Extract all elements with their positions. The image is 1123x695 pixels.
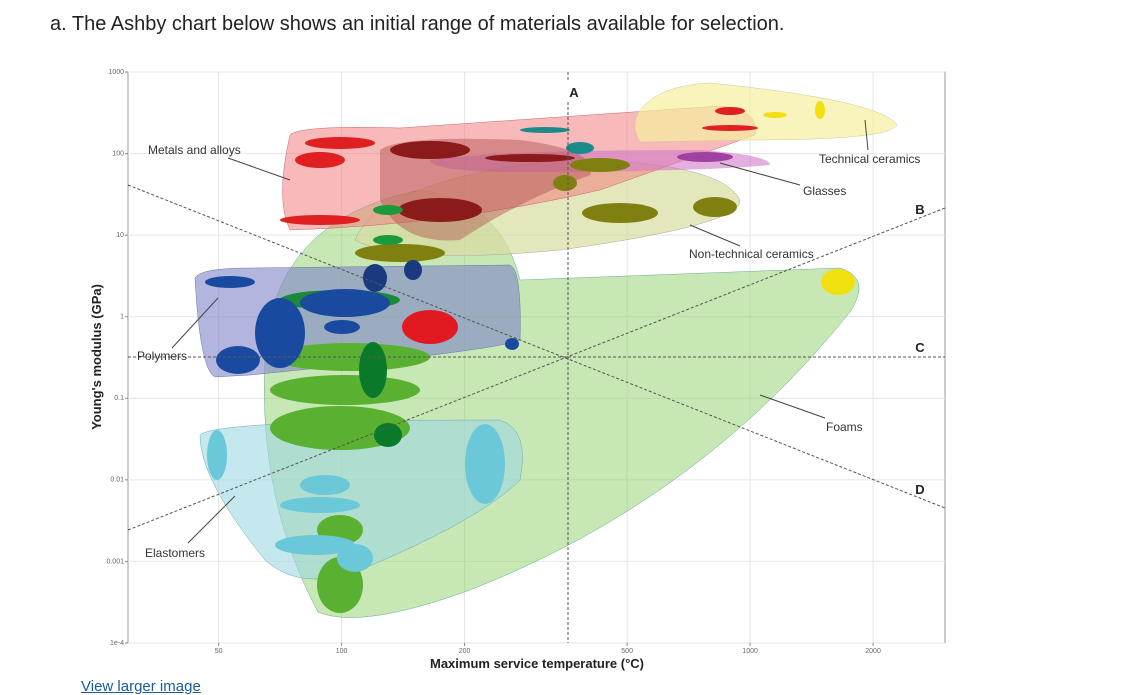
bubble (275, 535, 355, 555)
bubble (465, 424, 505, 504)
bubble (373, 205, 403, 215)
bubble (715, 107, 745, 115)
guide-label-bg (565, 80, 583, 100)
guide-line (127, 184, 946, 509)
bubble (216, 346, 260, 374)
bubble (300, 289, 390, 317)
bubble (398, 198, 482, 222)
x-tick-label: 500 (621, 648, 633, 655)
annotation: Technical ceramics (819, 152, 920, 166)
bubble (520, 127, 570, 133)
leader-line (187, 495, 236, 544)
envelopes (194, 82, 898, 618)
y-tick-label: 0.001 (106, 558, 124, 565)
y-tick-label: 100 (112, 150, 124, 157)
guide-lines (127, 72, 946, 643)
link[interactable]: View larger image (81, 678, 201, 695)
guide-label: D (915, 482, 924, 497)
axes: 1000 100 10 1 0.1 0.01 0.001 1e-4 50 100 200 500 100… (106, 69, 880, 655)
leader-line (759, 394, 826, 419)
leaders (171, 119, 869, 544)
y-tick-label: 10 (116, 232, 124, 239)
y-tick-label: 1e-4 (110, 640, 124, 647)
x-tick-label: 50 (215, 648, 223, 655)
bubble (693, 197, 737, 217)
leader-line (864, 119, 869, 151)
annotation: Non-technical ceramics (689, 247, 814, 261)
bubble (324, 320, 360, 334)
bubble (305, 137, 375, 149)
annotation: Metals and alloys (148, 143, 241, 157)
leader-line (227, 157, 291, 181)
heading: a. The Ashby chart below shows an initia… (50, 13, 785, 35)
bubble (677, 152, 733, 162)
bubble (205, 276, 255, 288)
y-tick-label: 0.1 (114, 395, 124, 402)
bubble (553, 175, 577, 191)
x-axis-label: Maximum service temperature (°C) (430, 656, 644, 671)
y-tick-label: 1000 (108, 69, 124, 76)
bubble (404, 260, 422, 280)
bubble (280, 215, 360, 225)
bubble (485, 154, 575, 162)
bubble (402, 310, 458, 344)
tech-ceramics-envelope (634, 82, 898, 143)
bubble (570, 158, 630, 172)
x-tick-label: 100 (336, 648, 348, 655)
y-tick-label: 0.01 (110, 477, 124, 484)
guide-label: A (569, 85, 579, 100)
leader-line (171, 297, 219, 349)
annotation: Elastomers (145, 546, 205, 560)
x-tick-label: 1000 (742, 648, 758, 655)
bubble (763, 112, 787, 118)
bubble (390, 141, 470, 159)
guide-label: C (915, 340, 925, 355)
bubble (505, 338, 519, 350)
y-tick-label: 1 (120, 314, 124, 321)
x-tick-label: 200 (459, 648, 471, 655)
annotation: Polymers (137, 349, 187, 363)
bubble (300, 475, 350, 495)
bubble (821, 269, 855, 295)
leader-line (719, 162, 801, 186)
bubble (280, 497, 360, 513)
bubble (815, 101, 825, 119)
bubble (359, 342, 387, 398)
guide-line (127, 207, 946, 531)
bubble (355, 244, 445, 262)
bubble (373, 235, 403, 245)
bubble (207, 430, 227, 480)
bubble (363, 264, 387, 292)
bubble (270, 375, 420, 405)
bubble (295, 152, 345, 168)
bubble (255, 298, 305, 368)
y-axis-label: Young's modulus (GPa) (89, 284, 104, 430)
bubble (337, 544, 373, 572)
leader-line (689, 224, 741, 247)
bubble (582, 203, 658, 223)
annotation: Foams (826, 420, 863, 434)
bubble (702, 125, 758, 131)
bubble (566, 142, 594, 154)
guide-label: B (915, 202, 924, 217)
x-tick-label: 2000 (865, 648, 881, 655)
bubble (374, 423, 402, 447)
annotation: Glasses (803, 184, 846, 198)
